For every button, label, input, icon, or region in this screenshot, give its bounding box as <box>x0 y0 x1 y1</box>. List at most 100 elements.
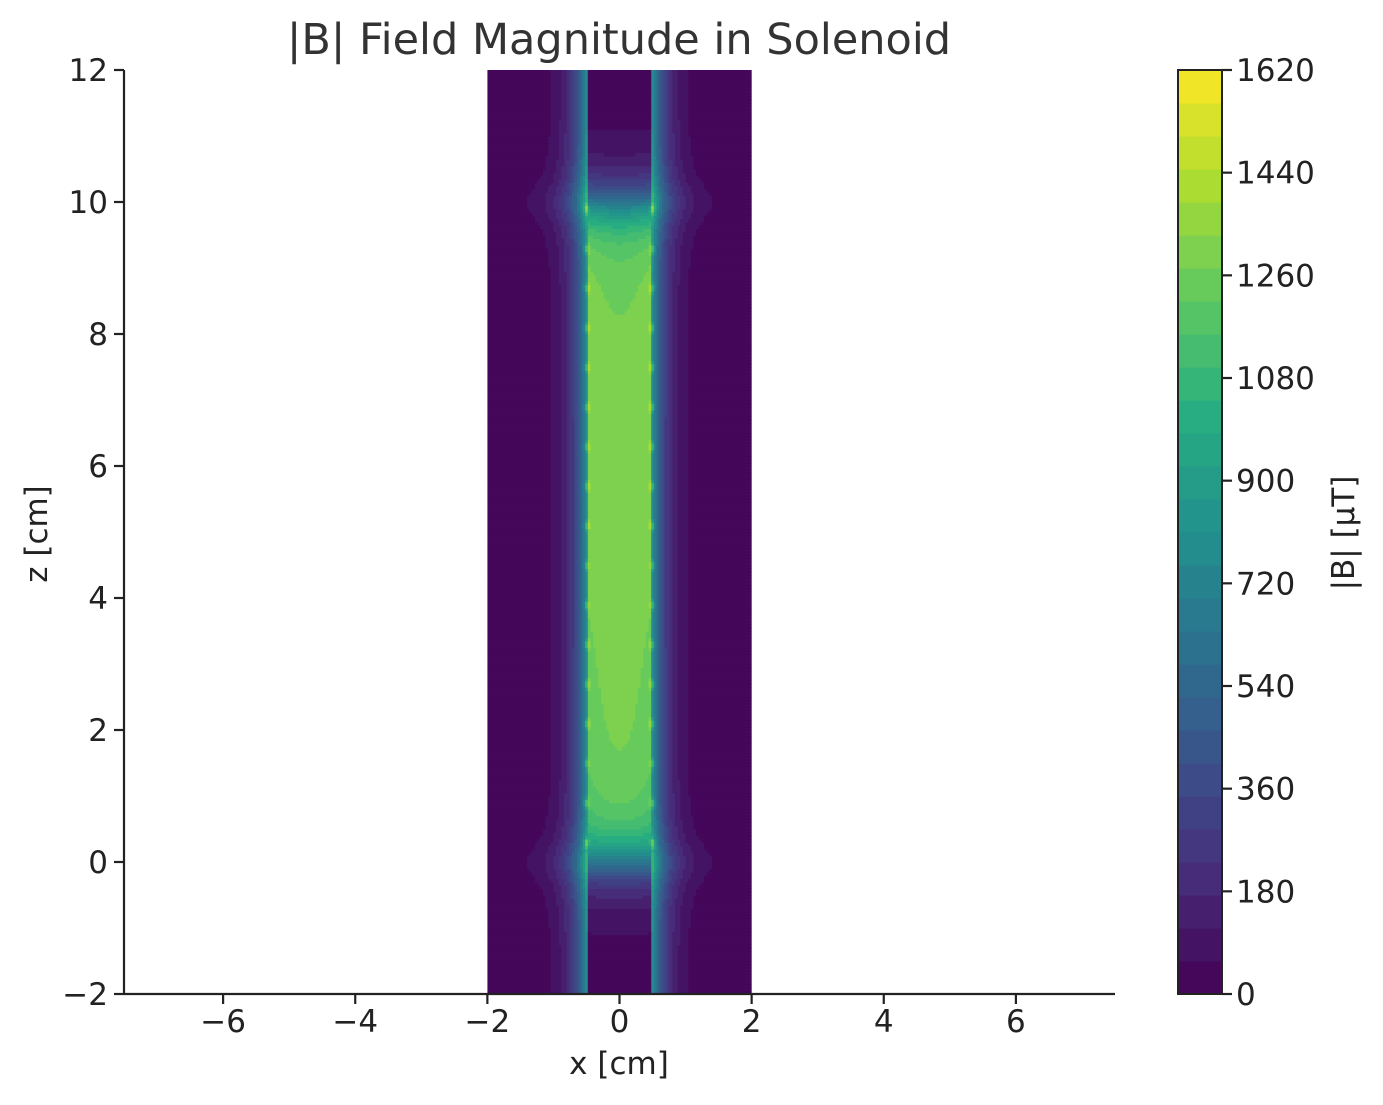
field-cell <box>550 621 562 625</box>
field-cell <box>550 766 562 771</box>
field-cell <box>659 657 663 662</box>
field-cell <box>561 508 568 513</box>
field-cell <box>661 829 666 833</box>
field-cell <box>577 829 581 833</box>
field-cell <box>487 743 552 748</box>
field-cell <box>661 713 666 718</box>
field-cell <box>585 380 589 385</box>
field-cell <box>669 858 673 863</box>
field-cell <box>682 845 692 850</box>
field-cell <box>587 908 652 913</box>
field-cell <box>561 627 568 632</box>
field-cell <box>574 551 578 556</box>
field-cell <box>664 871 668 876</box>
field-cell <box>561 330 568 335</box>
field-cell <box>566 957 570 962</box>
field-cell <box>585 954 589 959</box>
field-cell <box>672 367 679 371</box>
field-cell <box>651 980 655 985</box>
field-cell <box>579 360 584 365</box>
field-cell <box>487 769 552 774</box>
field-cell <box>561 670 568 675</box>
field-cell <box>579 858 584 863</box>
field-cell <box>579 324 584 328</box>
field-cell <box>667 647 671 652</box>
field-cell <box>669 469 673 474</box>
field-cell <box>675 878 681 883</box>
field-cell <box>577 875 581 880</box>
field-cell <box>579 667 584 672</box>
field-cell <box>675 918 681 922</box>
field-cell <box>569 746 573 751</box>
field-cell <box>579 446 584 451</box>
field-cell <box>651 627 655 632</box>
field-cell <box>571 693 576 698</box>
field-cell <box>603 710 636 715</box>
field-cell <box>677 327 689 332</box>
field-cell <box>667 769 671 774</box>
field-cell <box>653 941 658 946</box>
field-cell <box>545 904 560 909</box>
field-cell <box>675 842 681 847</box>
field-cell <box>664 525 671 530</box>
field-cell <box>579 644 584 649</box>
field-cell <box>561 353 568 358</box>
field-cell <box>653 548 658 553</box>
field-cell <box>656 855 660 860</box>
field-cell <box>582 852 586 856</box>
field-cell <box>579 931 584 936</box>
field-cell <box>608 301 631 305</box>
field-cell <box>651 970 655 975</box>
field-cell <box>651 393 655 398</box>
field-cell <box>656 848 660 853</box>
field-cell <box>569 449 576 454</box>
field-cell <box>574 640 578 645</box>
field-cell <box>577 941 581 946</box>
field-cell <box>577 987 581 992</box>
field-cell <box>561 769 568 774</box>
field-cell <box>587 862 652 866</box>
field-cell <box>585 664 589 668</box>
field-cell <box>582 881 586 886</box>
field-cell <box>585 862 589 866</box>
field-cell <box>661 492 666 497</box>
field-cell <box>688 449 752 454</box>
field-cell <box>688 439 752 444</box>
field-cell <box>587 607 652 612</box>
field-cell <box>582 442 586 447</box>
field-cell <box>571 898 576 903</box>
field-cell <box>653 631 658 635</box>
field-cell <box>675 802 681 807</box>
field-cell <box>669 881 676 886</box>
field-cell <box>656 736 660 741</box>
field-cell <box>653 357 658 361</box>
field-cell <box>569 782 573 787</box>
field-cell <box>585 360 589 365</box>
field-cell <box>587 888 652 893</box>
field-cell <box>564 918 570 922</box>
field-cell <box>653 858 658 863</box>
field-cell <box>656 967 660 972</box>
field-cell <box>487 713 552 718</box>
field-cell <box>585 495 589 500</box>
field-cell <box>585 541 589 546</box>
field-cell <box>651 495 655 500</box>
field-cell <box>659 667 663 672</box>
field-cell <box>651 677 655 682</box>
field-cell <box>669 396 673 401</box>
field-cell <box>653 485 658 490</box>
field-cell <box>661 769 666 774</box>
field-cell <box>680 805 692 810</box>
field-cell <box>574 442 578 447</box>
field-cell <box>682 895 695 899</box>
field-cell <box>667 703 671 708</box>
field-cell <box>638 697 652 701</box>
field-cell <box>653 799 658 804</box>
field-cell <box>577 878 581 883</box>
field-cell <box>664 842 668 847</box>
field-cell <box>661 406 666 411</box>
field-cell <box>487 343 552 348</box>
field-cell <box>582 931 586 936</box>
field-cell <box>688 766 752 771</box>
field-cell <box>664 683 668 688</box>
